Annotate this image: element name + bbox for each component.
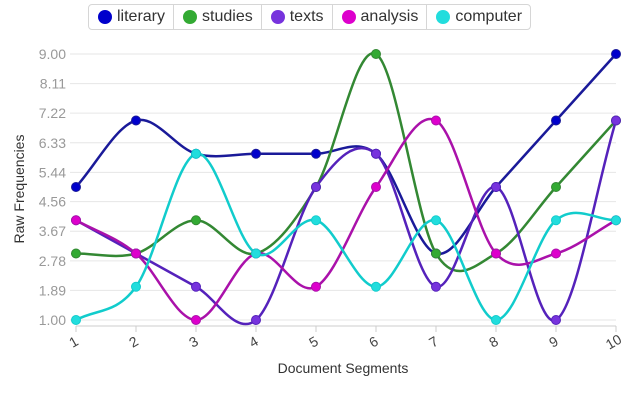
data-point-texts[interactable] (551, 315, 561, 325)
data-point-literary[interactable] (131, 115, 141, 126)
x-tick-label: 8 (486, 333, 501, 351)
data-point-studies[interactable] (371, 49, 381, 59)
y-tick-label: 1.00 (39, 312, 66, 328)
legend-swatch (183, 10, 198, 24)
grid-lines (70, 53, 616, 321)
x-tick-label: 2 (126, 333, 141, 351)
data-point-computer[interactable] (551, 215, 561, 226)
data-point-texts[interactable] (611, 115, 621, 126)
data-point-studies[interactable] (431, 248, 441, 259)
x-tick-label: 9 (546, 333, 561, 351)
data-point-texts[interactable] (191, 281, 201, 292)
legend-label: computer (455, 8, 523, 25)
y-tick-label: 5.44 (39, 164, 66, 180)
data-point-computer[interactable] (131, 281, 141, 292)
series-line-analysis (75, 117, 617, 322)
x-axis-ticks: 1 2 3 4 5 6 7 8 9 10 (66, 326, 624, 352)
legend-label: analysis (360, 8, 419, 25)
data-point-studies[interactable] (191, 215, 201, 226)
data-point-computer[interactable] (311, 215, 321, 226)
y-tick-label: 3.67 (39, 223, 66, 239)
legend-label: studies (202, 8, 253, 25)
data-point-texts[interactable] (371, 148, 381, 159)
data-point-analysis[interactable] (191, 315, 201, 325)
series-line-computer (75, 152, 617, 322)
y-tick-label: 9.00 (39, 46, 66, 62)
data-point-computer[interactable] (71, 315, 81, 325)
data-point-computer[interactable] (191, 148, 201, 159)
data-point-analysis[interactable] (371, 182, 381, 192)
legend-item-studies[interactable]: studies (173, 5, 261, 29)
data-point-literary[interactable] (311, 148, 321, 159)
x-tick-label: 7 (426, 333, 441, 351)
x-tick-label: 6 (366, 333, 381, 351)
data-point-literary[interactable] (71, 182, 81, 192)
data-point-analysis[interactable] (431, 115, 441, 126)
data-point-literary[interactable] (251, 148, 261, 159)
x-tick-label: 1 (66, 333, 81, 351)
series-points (71, 49, 621, 325)
data-point-literary[interactable] (551, 115, 561, 126)
legend-item-literary[interactable]: literary (89, 5, 173, 29)
legend-label: texts (289, 8, 324, 25)
y-tick-label: 2.78 (39, 253, 66, 269)
legend-label: literary (117, 8, 166, 25)
data-point-computer[interactable] (251, 248, 261, 259)
y-tick-label: 8.11 (40, 76, 66, 92)
data-point-computer[interactable] (611, 215, 621, 226)
legend-swatch (341, 10, 356, 24)
x-tick-label: 5 (306, 333, 321, 351)
legend-swatch (436, 10, 451, 24)
y-tick-label: 7.22 (39, 105, 66, 121)
y-tick-label: 4.56 (39, 194, 66, 210)
data-point-texts[interactable] (311, 182, 321, 192)
data-point-texts[interactable] (491, 182, 501, 192)
x-tick-label: 4 (246, 333, 261, 351)
y-axis-title: Raw Frequencies (11, 135, 27, 244)
x-tick-label: 10 (603, 331, 625, 353)
y-tick-label: 1.89 (39, 282, 66, 298)
data-point-computer[interactable] (431, 215, 441, 226)
x-axis-title: Document Segments (278, 360, 409, 376)
data-point-analysis[interactable] (491, 248, 501, 259)
legend-item-analysis[interactable]: analysis (331, 5, 427, 29)
data-point-analysis[interactable] (311, 281, 321, 292)
data-point-texts[interactable] (431, 281, 441, 292)
legend-item-texts[interactable]: texts (260, 5, 332, 29)
data-point-texts[interactable] (251, 315, 261, 325)
legend-swatch (270, 10, 285, 24)
series-lines (75, 52, 618, 326)
data-point-analysis[interactable] (71, 215, 81, 226)
legend-swatch (98, 10, 112, 24)
series-line-studies (75, 52, 617, 273)
legend-item-computer[interactable]: computer (426, 5, 530, 29)
data-point-analysis[interactable] (551, 248, 561, 259)
data-point-computer[interactable] (371, 281, 381, 292)
data-point-computer[interactable] (491, 315, 501, 325)
data-point-studies[interactable] (551, 182, 561, 192)
data-point-analysis[interactable] (131, 248, 141, 259)
data-point-literary[interactable] (611, 49, 621, 59)
x-tick-label: 3 (186, 333, 201, 351)
series-line-texts (75, 120, 618, 326)
y-tick-label: 6.33 (39, 135, 66, 151)
legend: literary studies texts analysis computer (88, 4, 532, 30)
y-axis-ticks: 1.00 1.89 2.78 3.67 4.56 5.44 6.33 7.22 8.11 9.00 (39, 46, 66, 328)
data-point-studies[interactable] (71, 248, 81, 259)
